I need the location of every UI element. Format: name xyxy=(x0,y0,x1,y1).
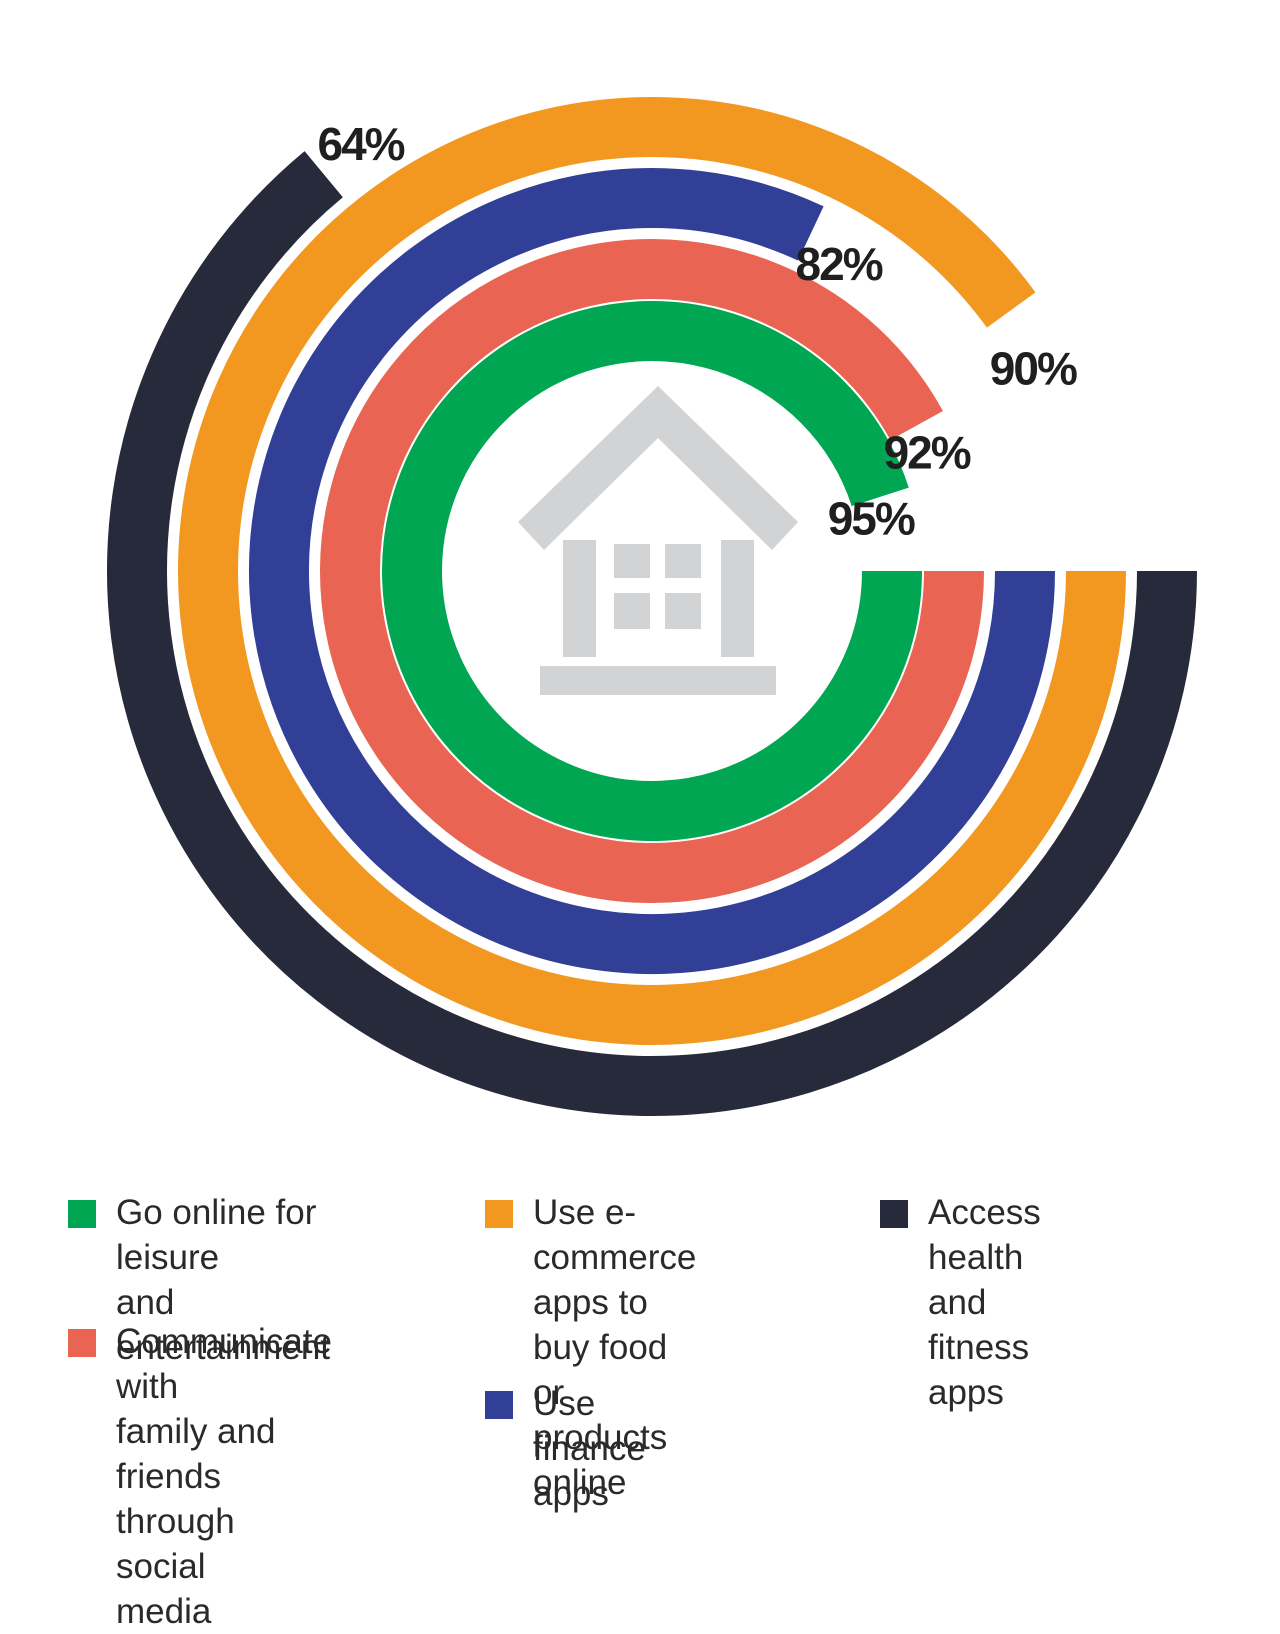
ring-bar-5 xyxy=(107,151,1197,1116)
value-label-4: 90% xyxy=(990,342,1077,394)
value-labels: 95% 92% 82% 90% 64% xyxy=(318,118,1079,544)
legend-swatch-social xyxy=(68,1329,96,1357)
chart-rings xyxy=(107,97,1197,1116)
house-base xyxy=(540,666,776,695)
ring-bar-2 xyxy=(320,239,984,903)
legend-label-leisure: Go online for leisure and entertainment xyxy=(116,1193,331,1367)
value-label-3: 82% xyxy=(796,238,883,290)
house-window-pane xyxy=(614,593,650,629)
ring-bar-3 xyxy=(249,168,1055,974)
house-window-pane xyxy=(614,544,650,578)
house-window-pane xyxy=(665,593,701,629)
value-label-2: 92% xyxy=(884,427,971,479)
house-window-pane xyxy=(665,544,701,578)
value-label-5: 64% xyxy=(318,118,405,170)
radial-bar-chart: 95% 92% 82% 90% 64% xyxy=(107,97,1197,1116)
ring-bar-1 xyxy=(382,301,922,841)
house-icon xyxy=(518,386,798,695)
legend-label-social: Communicate with family and friends thro… xyxy=(116,1322,332,1631)
value-label-1: 95% xyxy=(828,492,915,544)
legend-swatch-leisure xyxy=(68,1200,96,1228)
house-left-wall xyxy=(563,540,596,657)
legend-swatch-finance xyxy=(485,1391,513,1419)
legend-swatch-ecommerce xyxy=(485,1200,513,1228)
ring-bar-4 xyxy=(178,97,1126,1045)
legend-label-ecommerce: Use e-commerce apps to buy food or produ… xyxy=(533,1193,697,1502)
legend-swatch-health xyxy=(880,1200,908,1228)
legend-label-finance: Use finance apps xyxy=(533,1384,646,1513)
house-right-wall xyxy=(721,540,754,657)
legend-label-health: Access health and fitness apps xyxy=(928,1193,1041,1412)
house-roof xyxy=(518,386,798,550)
